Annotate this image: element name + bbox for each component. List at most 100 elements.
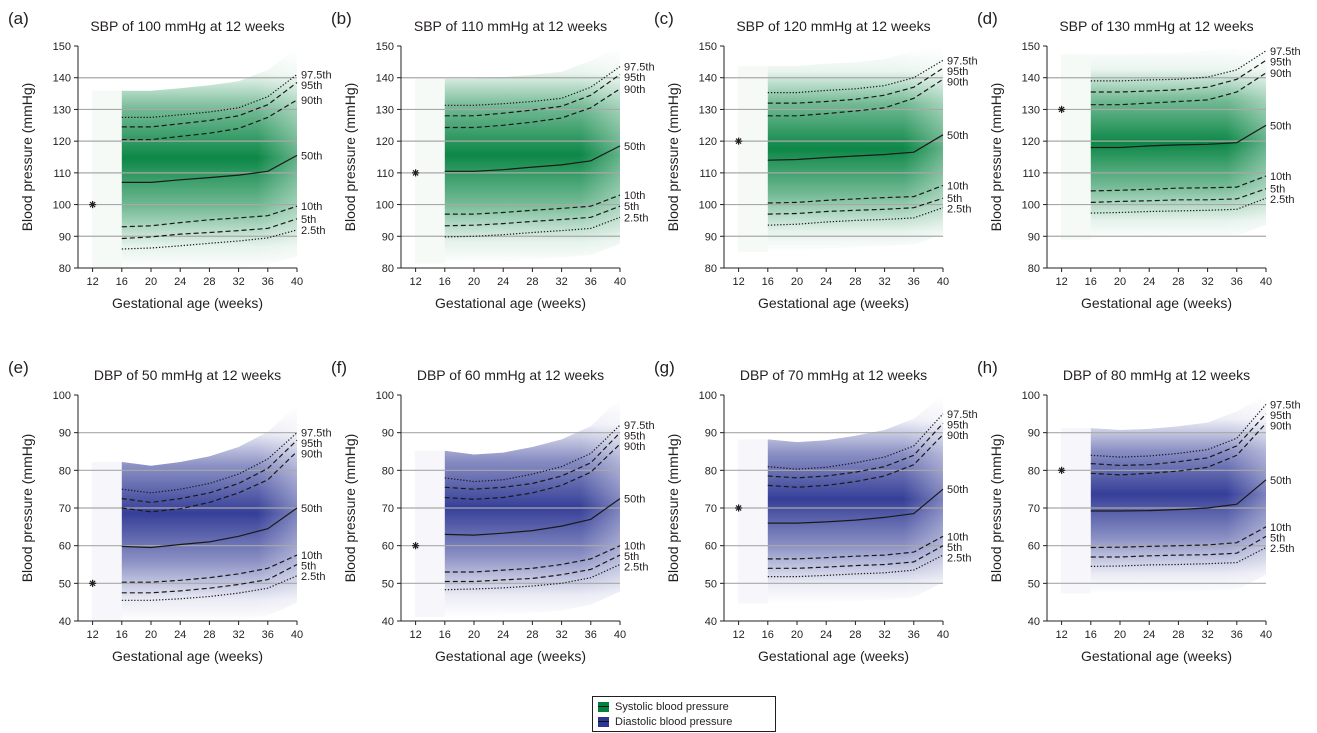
x-axis-label: Gestational age (weeks) xyxy=(435,648,586,664)
percentile-line xyxy=(121,218,298,240)
y-tick-label: 40 xyxy=(1028,616,1040,628)
y-tick-label: 70 xyxy=(382,503,394,515)
x-tick-label: 20 xyxy=(791,276,803,288)
x-tick-label: 16 xyxy=(439,629,451,641)
x-tick-label: 36 xyxy=(908,276,920,288)
percentile-line xyxy=(1090,546,1267,567)
y-axis-label: Blood pressure (mmHg) xyxy=(665,83,681,232)
y-tick-label: 150 xyxy=(53,41,71,53)
percentile-line xyxy=(1090,175,1267,192)
percentile-line xyxy=(767,554,944,578)
percentile-line xyxy=(121,432,298,494)
percentile-line xyxy=(121,99,298,141)
y-tick-label: 110 xyxy=(1022,168,1040,180)
percentile-line xyxy=(1090,197,1267,214)
x-axis-label: Gestational age (weeks) xyxy=(758,648,909,664)
percentile-label: 10th xyxy=(301,550,322,562)
legend-label-diastolic: Diastolic blood pressure xyxy=(615,715,733,728)
y-tick-label: 50 xyxy=(705,578,717,590)
y-tick-label: 100 xyxy=(699,200,717,212)
x-tick-label: 36 xyxy=(262,629,274,641)
percentile-band xyxy=(1090,395,1266,594)
percentile-line xyxy=(767,78,944,117)
y-tick-label: 80 xyxy=(382,263,394,275)
x-tick-label: 16 xyxy=(1085,629,1097,641)
percentile-label: 50th xyxy=(947,484,968,496)
percentile-line xyxy=(121,229,298,250)
percentile-line xyxy=(121,575,298,601)
chart-panel: 40 50 60 70 80 90 100 12 16 20 24 28 32 36 40 97.5th95t… xyxy=(977,358,1301,664)
percentile-line xyxy=(1090,404,1267,458)
x-tick-label: 12 xyxy=(1055,276,1067,288)
percentile-line xyxy=(444,216,621,238)
x-tick-label: 36 xyxy=(585,629,597,641)
percentile-line xyxy=(121,82,298,128)
y-tick-label: 100 xyxy=(376,200,394,212)
x-tick-label: 24 xyxy=(1143,629,1155,641)
panel-letter: (f) xyxy=(331,358,347,377)
x-tick-label: 40 xyxy=(291,276,303,288)
percentile-band xyxy=(121,47,297,269)
percentile-line xyxy=(1090,535,1267,558)
legend-swatch-diastolic xyxy=(598,716,609,727)
x-tick-label: 24 xyxy=(497,629,509,641)
percentile-line xyxy=(444,145,621,172)
x-tick-label: 28 xyxy=(1172,276,1184,288)
percentile-label: 50th xyxy=(947,130,968,142)
x-tick-label: 32 xyxy=(555,276,567,288)
percentile-line xyxy=(767,535,944,560)
baseline-marker xyxy=(1058,105,1066,114)
x-axis-label: Gestational age (weeks) xyxy=(112,648,263,664)
y-axis-label: Blood pressure (mmHg) xyxy=(988,434,1004,583)
percentile-label: 95th xyxy=(301,80,322,92)
legend-label-systolic: Systolic blood pressure xyxy=(615,700,729,713)
y-tick-label: 60 xyxy=(59,541,71,553)
percentile-line xyxy=(767,67,944,104)
x-tick-label: 40 xyxy=(937,276,949,288)
percentile-label: 50th xyxy=(1270,475,1291,487)
panel-letter: (g) xyxy=(654,358,675,377)
percentile-label: 90th xyxy=(301,95,322,107)
y-tick-label: 120 xyxy=(1022,136,1040,148)
y-axis-label: Blood pressure (mmHg) xyxy=(342,83,358,232)
percentile-line xyxy=(767,184,944,204)
x-tick-label: 16 xyxy=(116,629,128,641)
percentile-label: 10th xyxy=(1270,522,1291,534)
chart-panel: 80 90 100 110 120 130 140 150 12 16 20 24 28 32 36 40 97… xyxy=(654,9,978,311)
percentile-band xyxy=(767,395,943,604)
percentile-line xyxy=(767,59,944,94)
y-tick-label: 100 xyxy=(1022,390,1040,402)
y-axis-label: Blood pressure (mmHg) xyxy=(19,83,35,232)
x-tick-label: 28 xyxy=(849,276,861,288)
x-tick-label: 24 xyxy=(820,629,832,641)
y-tick-label: 80 xyxy=(59,465,71,477)
percentile-band xyxy=(1090,46,1266,240)
x-tick-label: 12 xyxy=(409,276,421,288)
percentile-label: 5th xyxy=(1270,184,1285,196)
percentile-line xyxy=(1090,422,1267,476)
y-tick-label: 40 xyxy=(382,616,394,628)
x-tick-label: 36 xyxy=(585,276,597,288)
y-tick-label: 130 xyxy=(699,104,717,116)
y-tick-label: 90 xyxy=(705,428,717,440)
y-tick-label: 150 xyxy=(699,41,717,53)
percentile-line xyxy=(121,563,298,594)
percentile-label: 2.5th xyxy=(624,212,648,224)
x-tick-label: 40 xyxy=(614,276,626,288)
panel-title: SBP of 110 mmHg at 12 weeks xyxy=(414,18,607,34)
x-axis-label: Gestational age (weeks) xyxy=(1081,648,1232,664)
panel-letter: (a) xyxy=(8,9,29,28)
panel-letter: (b) xyxy=(331,9,352,28)
x-tick-label: 36 xyxy=(262,276,274,288)
percentile-line xyxy=(1090,413,1267,467)
percentile-line xyxy=(444,74,621,117)
x-tick-label: 32 xyxy=(878,276,890,288)
y-tick-label: 40 xyxy=(705,616,717,628)
percentile-line xyxy=(444,563,621,591)
y-tick-label: 40 xyxy=(59,616,71,628)
chart-panel: 40 50 60 70 80 90 100 12 16 20 24 28 32 36 40 97.5th95t… xyxy=(8,358,332,664)
percentile-label: 90th xyxy=(624,84,645,96)
panel-letter: (d) xyxy=(977,9,998,28)
x-tick-label: 32 xyxy=(555,629,567,641)
y-tick-label: 60 xyxy=(382,541,394,553)
